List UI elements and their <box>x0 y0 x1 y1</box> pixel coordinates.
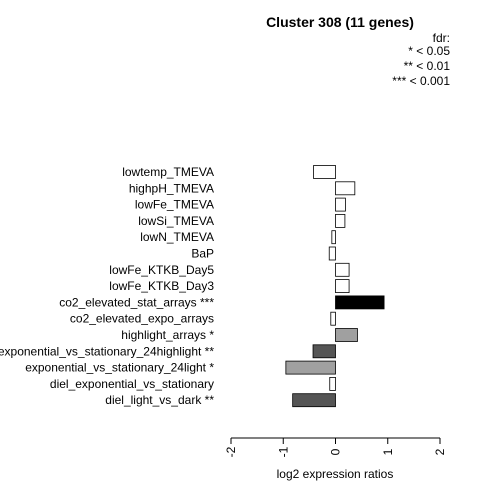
legend-entry-fdr-0001: *** < 0.001 <box>392 74 450 88</box>
category-label-lown-tmeva: lowN_TMEVA <box>140 230 214 244</box>
legend-title: fdr: <box>433 31 450 45</box>
chart-title: Cluster 308 (11 genes) <box>266 14 414 30</box>
bar-lown-tmeva <box>331 230 336 245</box>
category-label-highlight-arrays: highlight_arrays * <box>121 328 214 342</box>
bar-lowtemp-tmeva <box>313 165 336 179</box>
x-tick-label: -2 <box>224 446 238 457</box>
bar-bap <box>328 246 336 261</box>
category-label-diel-light-vs-dark: diel_light_vs_dark ** <box>105 393 214 407</box>
bar-lowfe-ktkb-day5 <box>335 262 350 277</box>
category-label-exponential-vs-stationary-24highlight: exponential_vs_stationary_24highlight ** <box>0 344 214 358</box>
bar-lowfe-tmeva <box>335 197 346 212</box>
bar-diel-light-vs-dark <box>292 393 336 408</box>
category-label-co2-elevated-stat-arrays: co2_elevated_stat_arrays *** <box>59 295 214 309</box>
bar-highlight-arrays <box>335 328 358 342</box>
x-tick-label: 0 <box>329 448 343 455</box>
bar-exponential-vs-stationary-24light <box>285 360 336 375</box>
legend: fdr: * < 0.05 ** < 0.01 *** < 0.001 <box>392 31 450 88</box>
x-axis-label: log2 expression ratios <box>277 467 394 481</box>
legend-entry-fdr-005: * < 0.05 <box>408 44 450 58</box>
category-label-exponential-vs-stationary-24light: exponential_vs_stationary_24light * <box>25 361 214 375</box>
x-axis: -2 -1 0 1 2 <box>224 437 447 457</box>
category-label-lowtemp-tmeva: lowtemp_TMEVA <box>122 165 214 179</box>
bar-highph-tmeva <box>335 181 356 196</box>
category-label-lowsi-tmeva: lowSi_TMEVA <box>138 214 214 228</box>
bar-exponential-vs-stationary-24highlight <box>312 344 336 359</box>
bar-lowsi-tmeva <box>335 213 346 228</box>
category-label-diel-exponential-vs-stationary: diel_exponential_vs_stationary <box>50 377 214 391</box>
bar-diel-exponential-vs-stationary <box>329 376 336 391</box>
bars-group <box>285 165 385 408</box>
category-labels: lowtemp_TMEVA highpH_TMEVA lowFe_TMEVA lowS… <box>0 165 214 407</box>
x-tick-label: -1 <box>276 446 290 457</box>
bar-co2-elevated-expo-arrays <box>330 311 336 326</box>
category-label-lowfe-ktkb-day3: lowFe_KTKB_Day3 <box>109 279 214 293</box>
category-label-lowfe-tmeva: lowFe_TMEVA <box>135 198 214 212</box>
bar-co2-elevated-stat-arrays <box>335 295 385 310</box>
category-label-lowfe-ktkb-day5: lowFe_KTKB_Day5 <box>109 263 214 277</box>
legend-entry-fdr-001: ** < 0.01 <box>404 59 451 73</box>
category-label-co2-elevated-expo-arrays: co2_elevated_expo_arrays <box>70 312 214 326</box>
bar-lowfe-ktkb-day3 <box>335 279 350 294</box>
category-label-bap: BaP <box>191 247 214 261</box>
x-tick-label: 1 <box>381 448 395 455</box>
x-tick-label: 2 <box>433 448 447 455</box>
category-label-highph-tmeva: highpH_TMEVA <box>129 181 214 195</box>
